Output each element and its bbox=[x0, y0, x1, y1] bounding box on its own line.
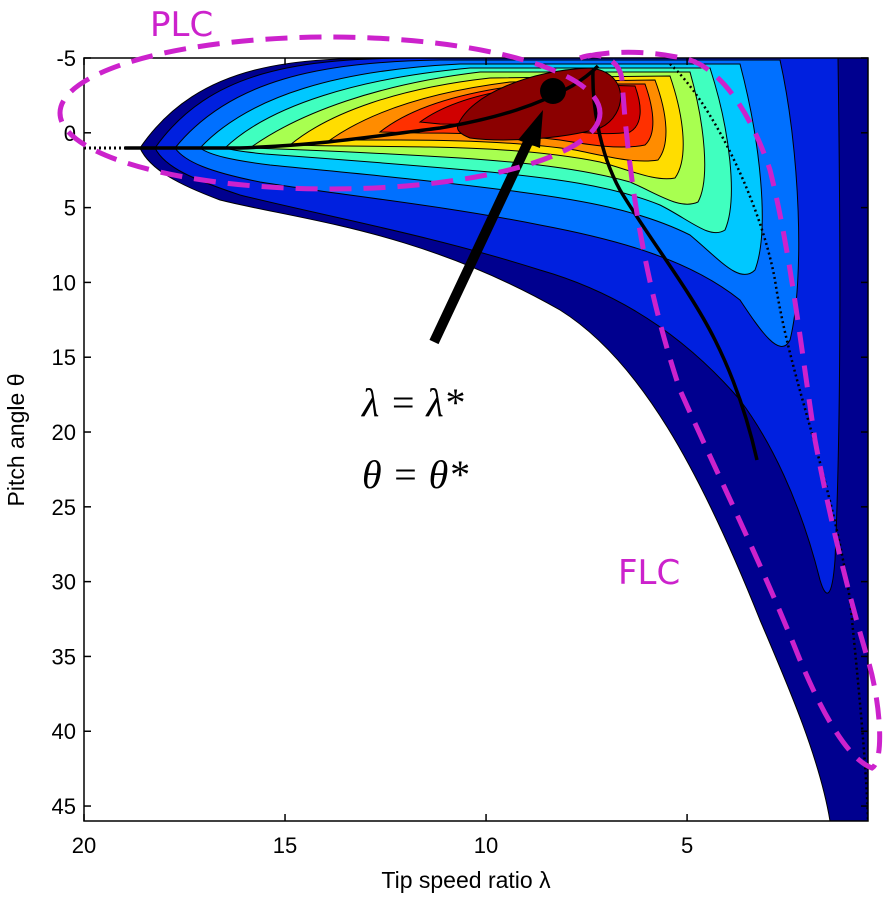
optimum-arrow-shaft bbox=[429, 135, 535, 345]
y-tick-label: -5 bbox=[56, 46, 76, 71]
contour-fills bbox=[139, 58, 868, 821]
y-axis-label: Pitch angle θ bbox=[3, 374, 29, 507]
x-axis-label: Tip speed ratio λ bbox=[381, 867, 551, 893]
plc-trajectory bbox=[125, 64, 600, 150]
y-tick-label: 20 bbox=[52, 420, 76, 445]
x-tick-label: 10 bbox=[474, 833, 498, 858]
x-tick-label: 5 bbox=[681, 833, 693, 858]
y-tick-label: 40 bbox=[52, 719, 76, 744]
y-tick-label: 5 bbox=[64, 196, 76, 221]
plc-label: PLC bbox=[150, 5, 213, 45]
trajectory-lines bbox=[84, 63, 868, 821]
x-tick-label: 20 bbox=[72, 833, 96, 858]
plot-frame bbox=[83, 57, 869, 822]
plc-region-outline bbox=[57, 34, 603, 192]
flc-label: FLC bbox=[618, 553, 680, 593]
optimum-theta-label: θ = θ* bbox=[362, 452, 468, 497]
x-axis-ticks: 20 15 10 5 bbox=[72, 58, 693, 858]
region-outlines bbox=[57, 34, 883, 771]
flc-dotted-line bbox=[669, 63, 868, 821]
y-tick-label: 35 bbox=[52, 644, 76, 669]
optimum-point bbox=[540, 78, 566, 104]
optimum-lambda-label: λ = λ* bbox=[361, 380, 464, 425]
y-tick-label: 10 bbox=[52, 270, 76, 295]
y-tick-label: 45 bbox=[52, 794, 76, 819]
x-tick-label: 15 bbox=[273, 833, 297, 858]
y-tick-label: 30 bbox=[52, 570, 76, 595]
y-tick-label: 15 bbox=[52, 345, 76, 370]
optimum-arrow-head bbox=[518, 110, 543, 148]
y-tick-label: 25 bbox=[52, 495, 76, 520]
flc-trajectory bbox=[591, 69, 759, 461]
